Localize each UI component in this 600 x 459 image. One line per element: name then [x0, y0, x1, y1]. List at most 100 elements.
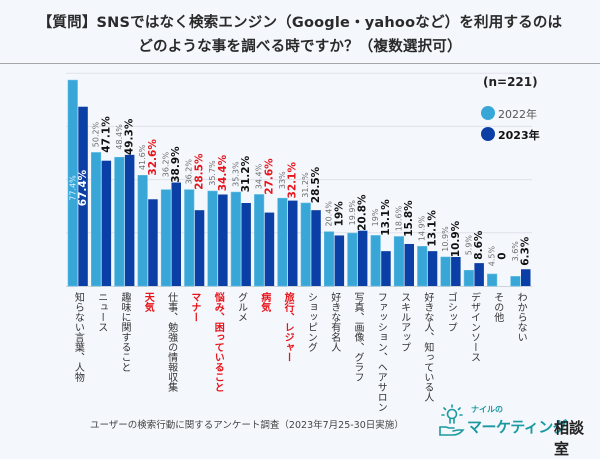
logo-suffix: 相談室	[554, 419, 585, 458]
bar-2023	[311, 210, 321, 286]
category-label: 好きな人、知っている人	[421, 292, 433, 402]
bar-2023	[427, 251, 438, 286]
value-label-2022: 18.6%	[394, 205, 403, 231]
category-label: 趣味に関すること	[119, 292, 130, 372]
bar-2023	[357, 230, 368, 286]
category-label: 仕事、勉強の情報収集	[165, 292, 177, 392]
bar-2022	[91, 152, 102, 287]
bar-2022	[393, 236, 405, 287]
bar-2022	[510, 276, 521, 287]
value-label-2022: 19%	[371, 208, 380, 226]
bar-2023	[264, 212, 275, 286]
bar-2022	[184, 189, 195, 287]
bar-2023	[288, 200, 298, 286]
value-label-2023: 13.1%	[427, 210, 439, 247]
bar-2023	[124, 154, 135, 286]
bar-2022	[300, 202, 311, 287]
category-label: マナー	[188, 292, 200, 322]
value-label-2023: 32.6%	[147, 139, 159, 176]
value-label-2023: 13.1%	[380, 199, 392, 236]
value-label-2023: 31.2%	[240, 155, 252, 192]
logo-main-text: マーケティング	[467, 418, 568, 436]
value-label-2023: 49.3%	[124, 118, 136, 155]
value-label-2022: 3.6%	[511, 241, 520, 262]
bar-2022	[277, 197, 288, 287]
value-label-2023: 0	[496, 252, 508, 259]
value-label-2023: 27.6%	[263, 158, 275, 195]
sample-size-label: (n=221)	[483, 75, 538, 89]
category-label: 好きな有名人	[328, 292, 340, 352]
bar-2023	[218, 194, 228, 286]
value-label-2023: 38.9%	[170, 146, 182, 183]
bar-2023	[194, 210, 205, 286]
bar-2022	[487, 273, 498, 287]
bar-2023	[101, 160, 112, 286]
value-label-2023: 19%	[333, 201, 345, 227]
value-label-2023: 47.1%	[100, 116, 112, 153]
logo: ナイルの マーケティング 相談室	[437, 403, 597, 458]
bar-2023	[148, 199, 158, 286]
chart-title-line-1: 【質問】SNSではなく検索エンジン（Google・yahooなど）を利用するのは	[37, 15, 563, 31]
bar-2023	[241, 203, 251, 286]
bar-2023	[474, 263, 484, 286]
legend-label-2023: 2023年	[498, 129, 540, 142]
bar-2022	[114, 156, 125, 287]
chart-title-line-2: どのような事を調べる時ですか？（複数選択可）	[138, 39, 462, 55]
legend-swatch-2023	[481, 127, 495, 141]
category-label: 天気	[142, 292, 154, 312]
category-label: ニュース	[95, 292, 107, 332]
bar-2022	[323, 231, 335, 287]
value-label-2022: 20.4%	[325, 201, 334, 227]
value-label-2023: 10.9%	[450, 220, 462, 257]
value-label-2023: 28.5%	[310, 166, 322, 203]
category-label: デザインソース	[468, 292, 480, 362]
value-label-2023: 8.6%	[473, 230, 485, 260]
value-label-2022: 10.9%	[441, 226, 450, 252]
category-label: 悩み、困っていること	[212, 292, 224, 392]
legend	[481, 106, 495, 141]
bar-2022	[254, 194, 265, 287]
value-label-2022: 5.9%	[464, 235, 473, 256]
bar-2022	[347, 232, 358, 287]
bar-2023	[404, 243, 414, 286]
bar-2023	[171, 182, 181, 286]
category-label: ショッピング	[305, 292, 317, 352]
value-label-2022: 35.3%	[231, 161, 240, 187]
bar-2023	[334, 235, 345, 286]
bar-2022	[370, 235, 381, 287]
bar-2023	[521, 269, 531, 286]
value-label-2022: 31.2%	[301, 172, 310, 198]
value-label-2022: 48.4%	[115, 124, 124, 150]
bar-2023	[78, 106, 88, 286]
bar-2023	[381, 251, 391, 286]
bar-2022	[230, 191, 241, 287]
bar-2022	[137, 175, 148, 287]
category-label: ファッション、ヘアサロン	[375, 292, 387, 412]
bars	[67, 79, 531, 287]
value-label-2023: 34.4%	[217, 154, 229, 191]
value-label-2022: 14.9%	[418, 215, 427, 241]
category-label: グルメ	[235, 292, 247, 322]
category-label: 旅行、レジャー	[282, 292, 294, 362]
value-label-2022: 19.9%	[348, 200, 357, 226]
value-label-2022: 36.2%	[161, 151, 170, 177]
value-label-2022: 4.5%	[488, 245, 497, 266]
value-label-2022: 36.2%	[185, 159, 194, 185]
lightbulb-hand-icon	[439, 404, 465, 436]
source-note: ユーザーの検索行動に関するアンケート調査（2023年7月25-30日実施）	[90, 420, 404, 431]
value-label-2022: 35.7%	[208, 160, 217, 186]
value-label-2022: 34.4%	[255, 163, 264, 189]
value-label-2023: 6.3%	[520, 236, 532, 266]
value-label-2022: 77.4%	[68, 175, 77, 201]
gridlines	[66, 72, 532, 287]
bar-2022	[207, 190, 218, 287]
category-label: スキルアップ	[398, 292, 410, 352]
bar-2022	[417, 246, 428, 287]
value-label-2022: 50.2%	[92, 121, 101, 147]
legend-label-2022: 2022年	[498, 108, 537, 121]
value-label-2022: 41.6%	[138, 144, 147, 170]
category-label: わからない	[515, 292, 527, 342]
bar-2022	[463, 270, 474, 287]
category-label: 知らない言葉、人物	[72, 292, 84, 382]
value-label-2023: 32.1%	[287, 162, 299, 199]
